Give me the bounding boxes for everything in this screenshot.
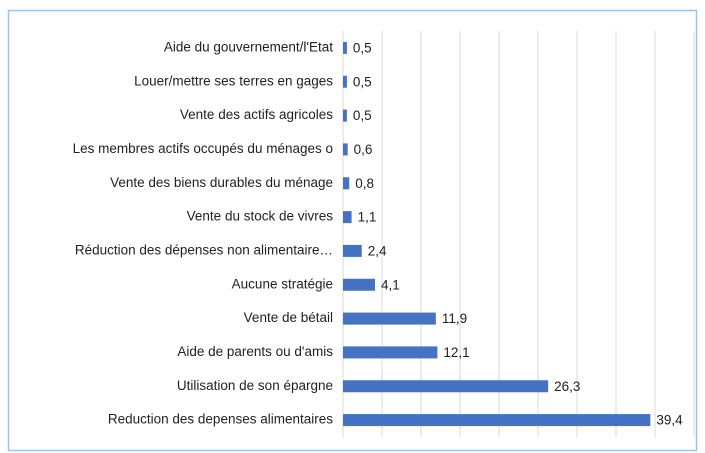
data-label: 39,4 (656, 413, 683, 428)
bar (343, 41, 347, 54)
bar (343, 414, 651, 427)
bar (343, 380, 549, 393)
category-label: Aide du gouvernement/l'Etat (164, 39, 333, 54)
category-label: Les membres actifs occupés du ménages o (73, 141, 333, 156)
data-label: 12,1 (443, 345, 469, 360)
bar (343, 312, 436, 325)
chart-frame (7, 9, 698, 452)
category-label: Réduction des dépenses non alimentaire… (75, 242, 333, 257)
data-label: 0,5 (353, 40, 372, 55)
category-label: Aucune stratégie (232, 276, 333, 291)
data-label: 0,5 (353, 74, 372, 89)
bar (343, 278, 375, 291)
bar (343, 143, 348, 156)
data-label: 26,3 (554, 379, 580, 394)
category-label: Vente des biens durables du ménage (110, 175, 333, 190)
data-label: 1,1 (358, 210, 377, 225)
data-label: 0,5 (353, 108, 372, 123)
bar (343, 211, 352, 224)
bar (343, 346, 438, 359)
bar (343, 109, 347, 122)
data-label: 2,4 (368, 243, 387, 258)
data-label: 11,9 (442, 311, 467, 326)
bar (343, 244, 362, 257)
category-label: Utilisation de son épargne (177, 378, 333, 393)
data-label: 4,1 (381, 277, 400, 292)
category-label: Louer/mettre ses terres en gages (134, 73, 333, 88)
category-label: Vente des actifs agricoles (180, 107, 333, 122)
data-label: 0,6 (354, 142, 373, 157)
bar (343, 177, 350, 190)
data-label: 0,8 (355, 176, 374, 191)
category-label: Reduction des depenses alimentaires (108, 412, 333, 427)
category-label: Vente de bétail (244, 310, 333, 325)
category-label: Vente du stock de vivres (187, 209, 334, 224)
bar (343, 75, 347, 88)
category-label: Aide de parents ou d'amis (177, 344, 333, 359)
